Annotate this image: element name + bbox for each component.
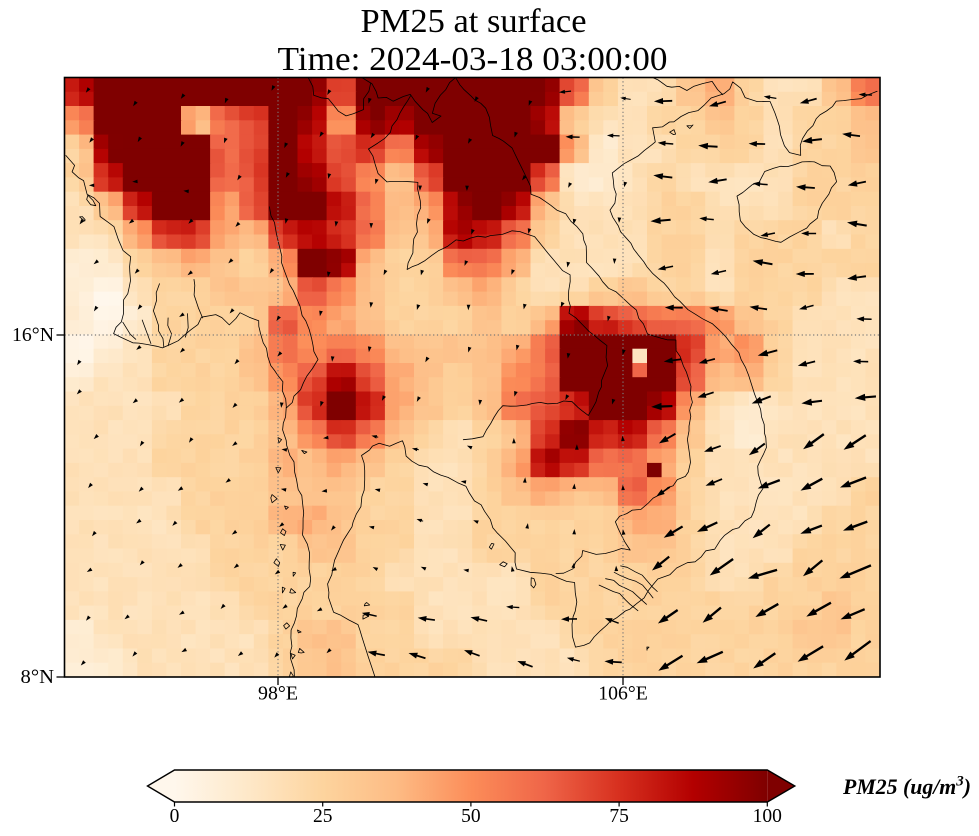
svg-text:PM25 (ug/m3): PM25 (ug/m3) [842, 774, 971, 800]
svg-text:75: 75 [609, 806, 629, 827]
svg-text:16°N: 16°N [12, 325, 54, 346]
svg-text:Time: 2024-03-18 03:00:00: Time: 2024-03-18 03:00:00 [278, 41, 668, 78]
svg-text:PM25 at surface: PM25 at surface [361, 3, 587, 40]
svg-text:106°E: 106°E [598, 684, 648, 705]
svg-text:50: 50 [461, 806, 481, 827]
svg-text:100: 100 [753, 806, 782, 827]
svg-text:98°E: 98°E [258, 684, 298, 705]
svg-text:0: 0 [170, 806, 180, 827]
svg-text:8°N: 8°N [21, 667, 55, 688]
svg-text:25: 25 [313, 806, 333, 827]
